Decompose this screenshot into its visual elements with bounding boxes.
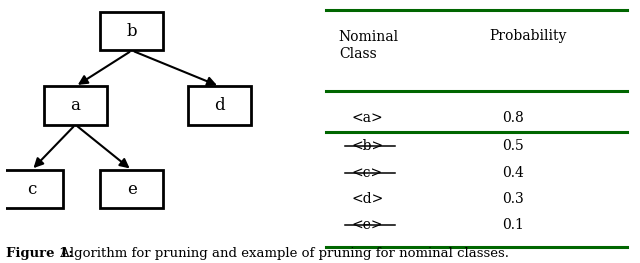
Text: c: c [27, 181, 36, 198]
Text: 0.8: 0.8 [502, 110, 524, 124]
Text: b: b [127, 23, 137, 40]
Text: Algorithm for pruning and example of pruning for nominal classes.: Algorithm for pruning and example of pru… [56, 247, 509, 260]
Text: a: a [70, 97, 81, 114]
Text: 0.4: 0.4 [502, 165, 524, 180]
Text: <d>: <d> [351, 192, 383, 206]
Text: Figure 1:: Figure 1: [6, 247, 74, 260]
Text: <e>: <e> [351, 218, 383, 232]
Text: 0.3: 0.3 [502, 192, 524, 206]
Text: Probability: Probability [490, 29, 566, 43]
Text: Nominal
Class: Nominal Class [339, 30, 399, 61]
Text: <c>: <c> [351, 165, 383, 180]
FancyBboxPatch shape [0, 170, 63, 209]
FancyBboxPatch shape [100, 170, 163, 209]
Text: e: e [127, 181, 137, 198]
Text: 0.1: 0.1 [502, 218, 524, 232]
Text: <b>: <b> [351, 139, 383, 153]
Text: 0.5: 0.5 [502, 139, 524, 153]
Text: d: d [214, 97, 225, 114]
FancyBboxPatch shape [100, 12, 163, 50]
Text: <a>: <a> [351, 110, 383, 124]
FancyBboxPatch shape [44, 87, 107, 125]
FancyBboxPatch shape [188, 87, 251, 125]
